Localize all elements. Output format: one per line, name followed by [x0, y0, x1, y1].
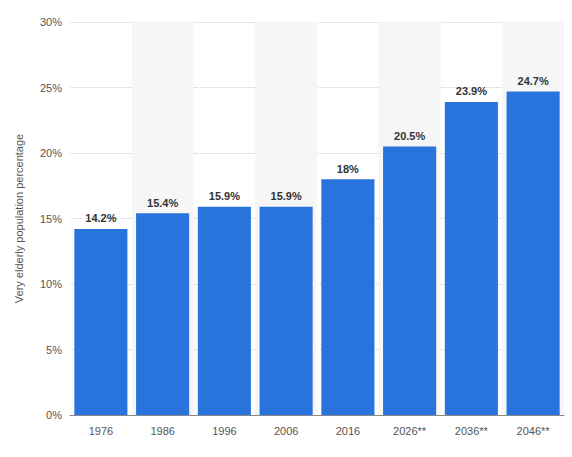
svg-text:10%: 10% — [40, 278, 62, 290]
svg-text:2046**: 2046** — [517, 425, 551, 437]
svg-text:2036**: 2036** — [455, 425, 489, 437]
svg-text:20%: 20% — [40, 147, 62, 159]
svg-text:14.2%: 14.2% — [85, 212, 116, 224]
svg-text:25%: 25% — [40, 82, 62, 94]
svg-text:1976: 1976 — [89, 425, 113, 437]
svg-text:18%: 18% — [337, 163, 359, 175]
svg-text:23.9%: 23.9% — [456, 85, 487, 97]
svg-text:2006: 2006 — [274, 425, 298, 437]
svg-text:20.5%: 20.5% — [394, 130, 425, 142]
svg-text:0%: 0% — [46, 409, 62, 421]
svg-text:1986: 1986 — [150, 425, 174, 437]
svg-text:1996: 1996 — [212, 425, 236, 437]
svg-text:15%: 15% — [40, 213, 62, 225]
svg-text:Very elderly population percen: Very elderly population percentage — [13, 134, 25, 303]
svg-text:30%: 30% — [40, 16, 62, 28]
svg-text:15.9%: 15.9% — [271, 190, 302, 202]
svg-text:15.9%: 15.9% — [209, 190, 240, 202]
svg-text:2016: 2016 — [336, 425, 360, 437]
svg-text:15.4%: 15.4% — [147, 197, 178, 209]
svg-text:5%: 5% — [46, 344, 62, 356]
svg-text:24.7%: 24.7% — [518, 75, 549, 87]
svg-text:2026**: 2026** — [393, 425, 427, 437]
